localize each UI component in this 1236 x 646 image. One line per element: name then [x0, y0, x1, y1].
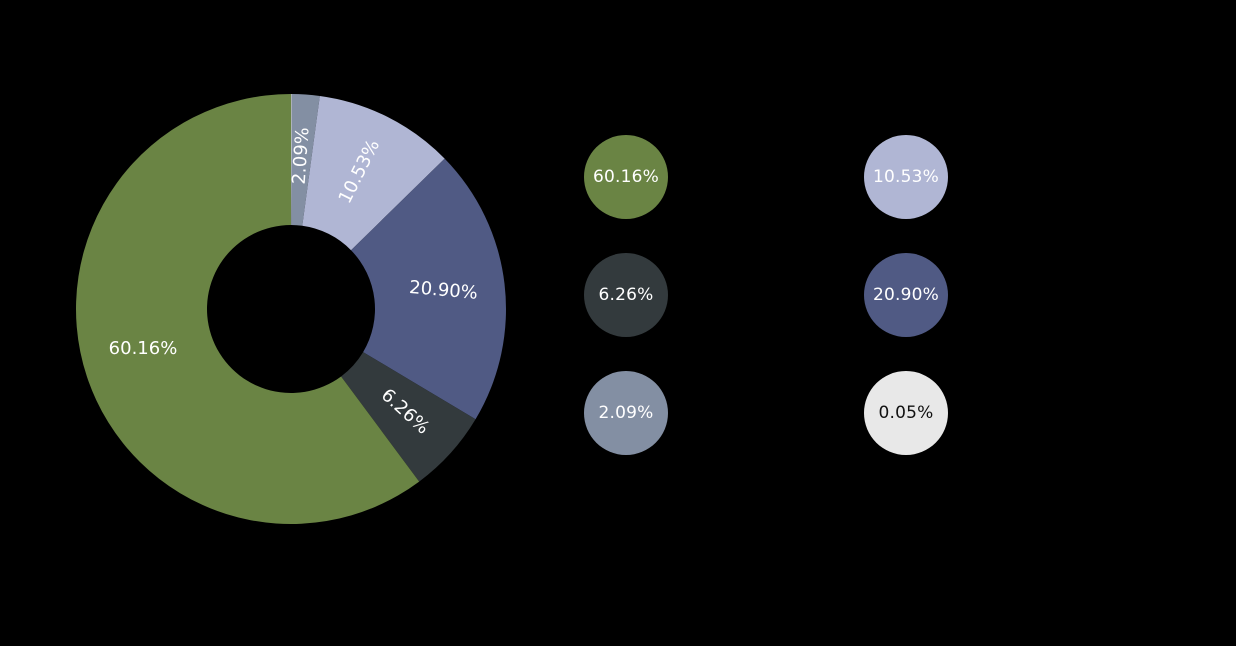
legend-item-5: 0.05% — [864, 371, 948, 455]
donut-slice — [75, 94, 420, 524]
legend-item-1: 10.53% — [864, 135, 948, 219]
legend-item-2: 6.26% — [584, 253, 668, 337]
slice-label: 60.16% — [109, 338, 178, 359]
donut-slice — [341, 352, 476, 482]
legend-item-0: 60.16% — [584, 135, 668, 219]
legend-value: 0.05% — [878, 403, 934, 423]
legend-value: 60.16% — [592, 167, 660, 187]
legend-item-3: 20.90% — [864, 253, 948, 337]
legend-value: 6.26% — [598, 285, 654, 305]
donut-slice — [302, 95, 445, 251]
legend-value: 2.09% — [598, 403, 654, 423]
legend-value: 10.53% — [872, 167, 940, 187]
donut-slice — [291, 94, 292, 226]
slice-label: 2.09% — [289, 127, 314, 185]
donut-chart: 2.09% 10.53%20.90%6.26%60.16% — [75, 94, 506, 524]
legend-item-4: 2.09% — [584, 371, 668, 455]
legend-value: 20.90% — [872, 285, 940, 305]
donut-slice — [351, 158, 506, 420]
donut-slice — [291, 94, 320, 226]
